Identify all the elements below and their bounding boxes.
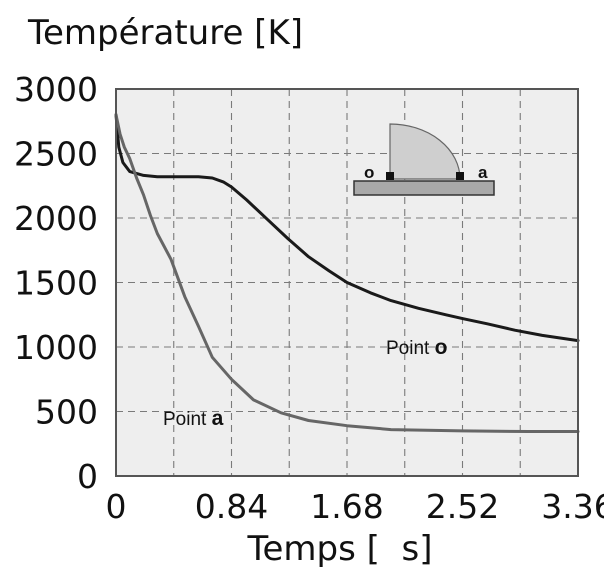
series-label-a: Point a bbox=[163, 407, 224, 430]
inset-plate bbox=[353, 180, 495, 196]
y-tick-label: 3000 bbox=[14, 70, 98, 109]
series-line-o bbox=[114, 113, 580, 343]
x-tick-label: 1.68 bbox=[310, 487, 383, 526]
series-label-o-point: o bbox=[435, 336, 448, 359]
inset-label-o: o bbox=[364, 163, 374, 182]
y-tick-label: 2000 bbox=[14, 199, 98, 238]
geometry-inset: o a bbox=[353, 123, 495, 196]
y-axis-ticks: 3000 2500 2000 1500 1000 500 0 bbox=[14, 70, 98, 496]
x-axis-label: Temps [ s] bbox=[247, 529, 433, 569]
inset-marker-a bbox=[456, 172, 464, 180]
y-tick-label: 2500 bbox=[14, 135, 98, 174]
x-tick-label: 2.52 bbox=[426, 487, 499, 526]
y-tick-label: 500 bbox=[35, 393, 98, 432]
x-tick-label: 3.36 bbox=[541, 487, 604, 526]
series-line-a bbox=[114, 113, 580, 433]
x-tick-label: 0.84 bbox=[195, 487, 268, 526]
inset-marker-o bbox=[386, 172, 394, 180]
x-axis-ticks: 0 0.84 1.68 2.52 3.36 bbox=[106, 487, 604, 526]
series-label-o-prefix: Point bbox=[386, 338, 435, 359]
y-tick-label: 1500 bbox=[14, 264, 98, 303]
chart-title: Température [K] bbox=[27, 13, 303, 53]
inset-label-a: a bbox=[478, 163, 488, 182]
series bbox=[114, 113, 580, 433]
plot-frame bbox=[115, 88, 579, 477]
y-tick-label: 1000 bbox=[14, 328, 98, 367]
series-label-a-prefix: Point bbox=[163, 409, 212, 430]
series-label-o: Point o bbox=[386, 336, 447, 359]
series-label-a-point: a bbox=[212, 407, 224, 430]
x-tick-label: 0 bbox=[106, 487, 127, 526]
y-tick-label: 0 bbox=[77, 457, 98, 496]
